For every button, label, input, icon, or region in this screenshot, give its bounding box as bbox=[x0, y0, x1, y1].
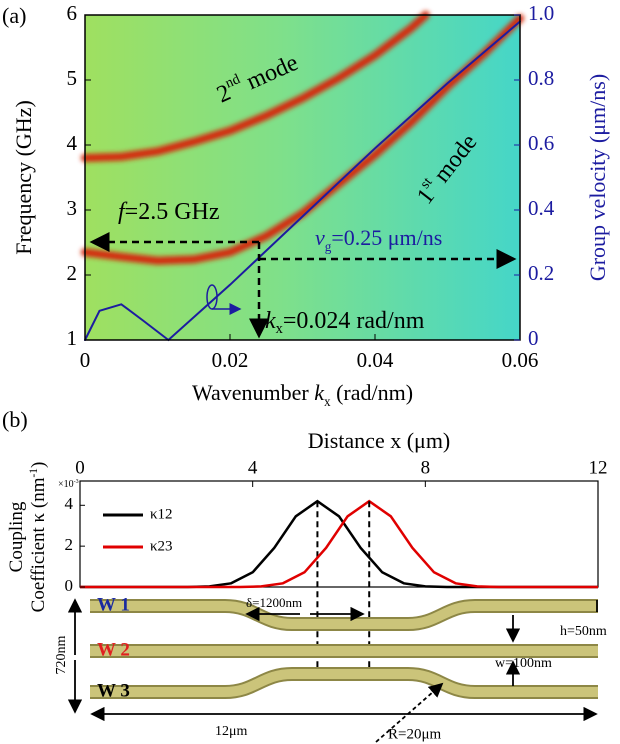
waveguide-label: W 2 bbox=[97, 639, 130, 660]
annotation-part: =2.5 GHz bbox=[125, 199, 220, 225]
y-tick-label: 6 bbox=[67, 1, 78, 25]
annotation: kx=0.024 rad/nm bbox=[265, 308, 425, 338]
x-tick-label: 12 bbox=[589, 457, 608, 478]
y-axis-label-part: -1 bbox=[28, 468, 40, 478]
waveguide bbox=[90, 601, 598, 629]
x-tick-label: 0 bbox=[75, 457, 85, 478]
waveguide bbox=[90, 669, 598, 697]
waveguide-label: W 3 bbox=[97, 680, 130, 701]
x-axis-label-part: Distance x (μm) bbox=[308, 428, 451, 453]
dimension-arrows bbox=[67, 598, 598, 743]
coupling-line bbox=[80, 499, 598, 589]
y-axis-label: Coefficient κ (nm-1) bbox=[28, 462, 50, 613]
annotation-part: =0.024 rad/nm bbox=[283, 308, 425, 334]
y-axis-label: Coupling bbox=[6, 501, 27, 572]
dimension-label: R=20μm bbox=[388, 726, 442, 742]
dimension-label: δ=1200nm bbox=[246, 595, 302, 610]
y-axis-label-part: Coefficient κ (nm bbox=[28, 477, 49, 612]
waveguide-label: W 1 bbox=[97, 594, 130, 615]
x-axis-label-part: Wavenumber bbox=[192, 380, 314, 405]
y-axis-label-part: Coupling bbox=[6, 501, 27, 572]
coupling-line bbox=[80, 499, 598, 589]
annotation-part: g bbox=[325, 239, 332, 254]
dimension-label: 720nm bbox=[54, 635, 69, 674]
legend-label: κ12 bbox=[150, 506, 173, 522]
dimension-label: 12μm bbox=[215, 724, 248, 739]
guide-arrows bbox=[89, 232, 517, 339]
axis-multiplier-part: ×10 bbox=[58, 479, 74, 490]
annotation: vg=0.25 μm/ns bbox=[315, 225, 442, 253]
annotation-part: x bbox=[276, 321, 284, 337]
y-axis-label-part: ) bbox=[28, 462, 49, 468]
mode-band bbox=[81, 14, 524, 265]
y-tick-label: 2 bbox=[67, 261, 78, 285]
x-tick-label: 0 bbox=[80, 348, 91, 372]
panel-label: (a) bbox=[2, 3, 26, 28]
axis-multiplier: ×10-3 bbox=[58, 479, 79, 490]
waveguides bbox=[90, 599, 598, 699]
dimension-label: w=100nm bbox=[495, 656, 552, 671]
y-tick-label: 4 bbox=[65, 494, 74, 513]
y2-axis-label: Group velocity (μm/ns) bbox=[585, 74, 610, 281]
panel-label: (b) bbox=[2, 407, 28, 432]
y-tick-label: 3 bbox=[67, 196, 78, 220]
y-tick-label: 5 bbox=[67, 66, 78, 90]
annotation-part: nd bbox=[223, 71, 243, 92]
plot-frame bbox=[79, 480, 599, 588]
y2-tick-label: 0 bbox=[528, 326, 539, 350]
annotation-part: =0.25 μm/ns bbox=[331, 225, 442, 250]
y-tick-label: 4 bbox=[67, 131, 78, 155]
annotation-part: k bbox=[265, 308, 276, 334]
x-tick-label: 8 bbox=[421, 457, 431, 478]
y-tick-label: 2 bbox=[65, 535, 74, 554]
x-tick-label: 4 bbox=[248, 457, 258, 478]
x-tick-label: 0.06 bbox=[502, 348, 539, 372]
annotation-part: f bbox=[118, 199, 128, 225]
x-axis-label: Distance x (μm) bbox=[308, 428, 451, 453]
y2-tick-label: 0.6 bbox=[528, 131, 554, 155]
axis-multiplier-part: -3 bbox=[74, 479, 79, 485]
y-tick-label: 1 bbox=[67, 326, 78, 350]
mode-band bbox=[81, 11, 430, 162]
x-axis-label-part: (rad/nm) bbox=[331, 380, 413, 405]
annotation-part: v bbox=[315, 225, 325, 250]
heatmap-background bbox=[85, 15, 520, 340]
x-tick-label: 0.02 bbox=[212, 348, 249, 372]
annotation: f=2.5 GHz bbox=[118, 199, 220, 225]
y2-tick-label: 0.2 bbox=[528, 261, 554, 285]
dimension-label: h=50nm bbox=[560, 624, 607, 639]
y-tick-label: 0 bbox=[65, 576, 74, 595]
y2-tick-label: 0.4 bbox=[528, 196, 555, 220]
arrow bbox=[375, 682, 444, 743]
legend-label: κ23 bbox=[150, 538, 173, 554]
y2-tick-label: 1.0 bbox=[528, 1, 554, 25]
velocity-line bbox=[84, 20, 521, 342]
y2-tick-label: 0.8 bbox=[528, 66, 554, 90]
x-axis-label-part: x bbox=[324, 394, 331, 409]
x-axis-label: Wavenumber kx (rad/nm) bbox=[192, 380, 413, 408]
y-axis-label: Frequency (GHz) bbox=[11, 100, 36, 255]
x-tick-label: 0.04 bbox=[357, 348, 394, 372]
plot-frame bbox=[84, 14, 521, 341]
x-axis-label-part: k bbox=[314, 380, 325, 405]
